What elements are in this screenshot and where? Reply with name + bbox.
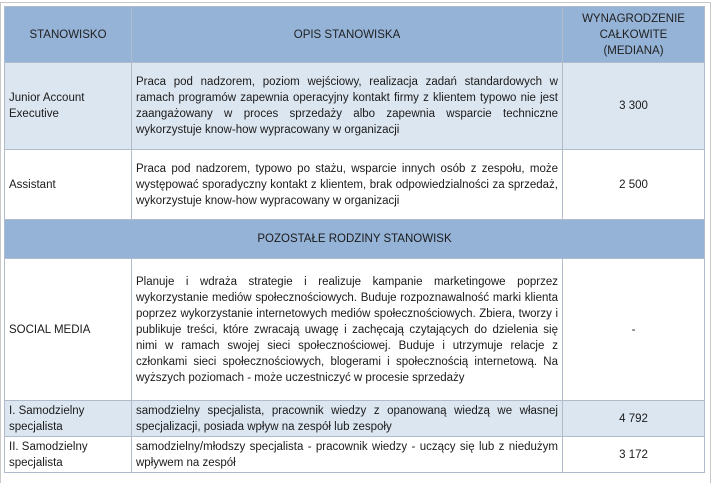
- position-cell: II. Samodzielny specjalista: [4, 436, 132, 473]
- section-title: POZOSTAŁE RODZINY STANOWISK: [4, 219, 705, 259]
- section-row: POZOSTAŁE RODZINY STANOWISK: [4, 219, 705, 259]
- header-salary: WYNAGRODZENIE CAŁKOWITE (MEDIANA): [562, 6, 705, 63]
- table-row: Junior Account Executive Praca pod nadzo…: [4, 62, 705, 150]
- table-row: SOCIAL MEDIA Planuje i wdraża strategie …: [4, 258, 705, 401]
- salary-cell: -: [562, 258, 705, 401]
- header-salary-line2: CAŁKOWITE: [599, 28, 668, 41]
- salary-cell: 4 792: [562, 400, 705, 437]
- description-cell: samodzielny/młodszy specjalista - pracow…: [131, 436, 563, 473]
- position-cell: SOCIAL MEDIA: [4, 258, 132, 401]
- description-cell: Praca pod nadzorem, poziom wejściowy, re…: [131, 62, 563, 150]
- header-salary-line1: WYNAGRODZENIE: [582, 12, 685, 25]
- table-row: II. Samodzielny specjalista samodzielny/…: [4, 436, 705, 473]
- header-description: OPIS STANOWISKA: [131, 6, 563, 63]
- position-cell: Junior Account Executive: [4, 62, 132, 150]
- description-cell: Planuje i wdraża strategie i realizuje k…: [131, 258, 563, 401]
- description-cell: samodzielny specjalista, pracownik wiedz…: [131, 400, 563, 437]
- header-row: STANOWISKO OPIS STANOWISKA WYNAGRODZENIE…: [4, 6, 705, 63]
- table-row: I. Samodzielny specjalista samodzielny s…: [4, 400, 705, 437]
- description-cell: Praca pod nadzorem, typowo po stażu, wsp…: [131, 149, 563, 220]
- header-position: STANOWISKO: [4, 6, 132, 63]
- salary-cell: 3 172: [562, 436, 705, 473]
- salary-cell: 3 300: [562, 62, 705, 150]
- position-cell: Assistant: [4, 149, 132, 220]
- header-salary-line3: (MEDIANA): [603, 44, 664, 57]
- table-row: Assistant Praca pod nadzorem, typowo po …: [4, 149, 705, 220]
- salary-cell: 2 500: [562, 149, 705, 220]
- salary-table: STANOWISKO OPIS STANOWISKA WYNAGRODZENIE…: [4, 6, 705, 473]
- position-cell: I. Samodzielny specjalista: [4, 400, 132, 437]
